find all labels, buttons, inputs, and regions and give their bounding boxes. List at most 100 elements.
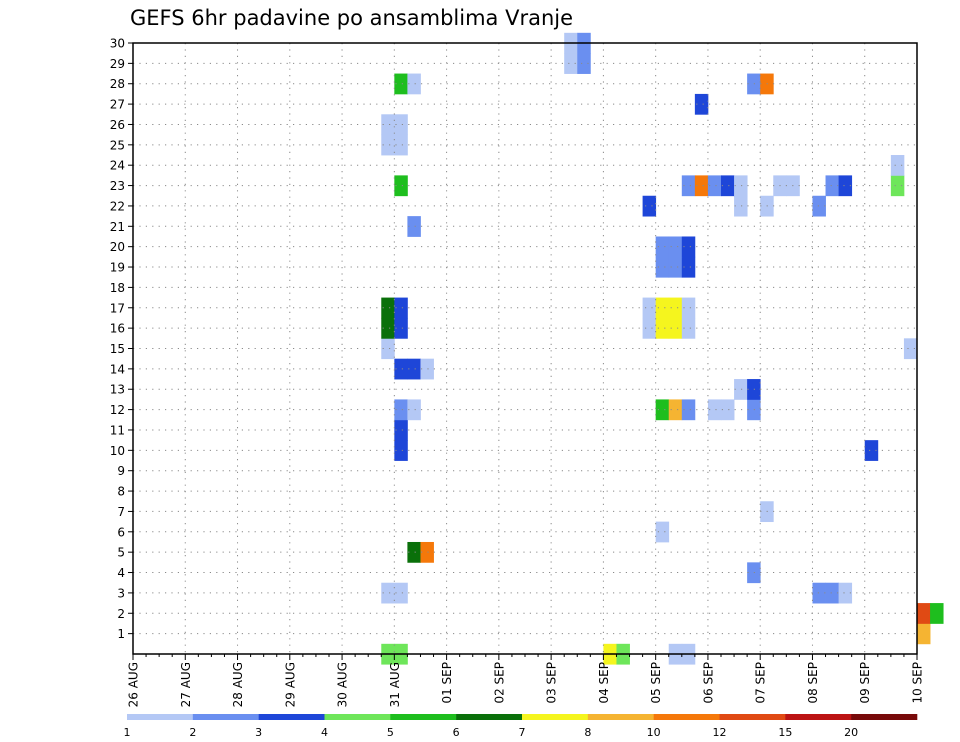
y-tick-label: 7: [117, 505, 125, 519]
colorbar-segment: [653, 714, 720, 720]
heatmap-cell: [812, 195, 826, 217]
heatmap-cell: [381, 582, 395, 604]
y-tick-label: 21: [110, 220, 125, 234]
heatmap-cell: [681, 175, 696, 197]
y-tick-label: 20: [110, 240, 125, 254]
x-tick-label: 01 SEP: [440, 662, 454, 704]
y-tick-label: 10: [110, 444, 125, 458]
heatmap-cell: [655, 256, 670, 278]
heatmap-cell: [707, 399, 722, 421]
colorbar-segment: [258, 714, 325, 720]
heatmap-cell: [407, 73, 421, 95]
heatmap-cell: [381, 338, 395, 360]
colorbar-segment: [587, 714, 654, 720]
y-tick-label: 16: [110, 322, 125, 336]
heatmap-cell: [890, 175, 905, 197]
heatmap-cell: [655, 317, 670, 339]
x-tick-label: 08 SEP: [806, 662, 820, 704]
heatmap-cell: [838, 582, 853, 604]
heatmap-cell: [668, 399, 683, 421]
heatmap-cell: [564, 53, 578, 74]
y-tick-label: 29: [110, 57, 125, 71]
heatmap-cell: [734, 175, 748, 197]
colorbar-segment: [719, 714, 786, 720]
x-tick-label: 03 SEP: [545, 662, 559, 704]
grid-lines: [132, 42, 918, 654]
heatmap-cell: [864, 440, 879, 461]
heatmap-cell: [903, 338, 918, 360]
y-tick-label: 25: [110, 138, 125, 152]
heatmap-cell: [825, 175, 839, 197]
heatmap-cell: [655, 236, 670, 258]
y-tick-label: 30: [110, 37, 125, 51]
heatmap-cell: [668, 297, 683, 319]
colorbar-level-label: 1: [124, 726, 131, 739]
heatmap-cell: [825, 582, 839, 604]
colorbar-level-label: 6: [453, 726, 460, 739]
colorbar-level-label: 3: [255, 726, 262, 739]
colorbar-segment: [192, 714, 259, 720]
x-tick-label: 02 SEP: [492, 662, 506, 704]
heatmap-cell: [694, 175, 709, 197]
colorbar-segment: [127, 714, 194, 720]
y-tick-label: 11: [110, 423, 125, 437]
heatmap-cell: [394, 399, 408, 421]
colorbar-level-label: 20: [844, 726, 858, 739]
colorbar-segment: [785, 714, 852, 720]
heatmap-cell: [381, 134, 395, 156]
y-axis: 1234567891011121314151617181920212223242…: [110, 37, 133, 641]
heatmap-cell: [420, 541, 434, 563]
x-tick-label: 06 SEP: [701, 662, 715, 704]
heatmap-cell: [407, 399, 421, 421]
heatmap-cell: [812, 582, 826, 604]
x-tick-label: 28 AUG: [231, 662, 245, 707]
heatmap-cell: [394, 317, 408, 339]
y-tick-label: 5: [117, 546, 125, 560]
heatmap-cell: [642, 317, 657, 339]
x-tick-label: 07 SEP: [754, 662, 768, 704]
y-tick-label: 4: [117, 566, 125, 580]
heatmap-cell: [407, 358, 421, 380]
x-tick-label: 10 SEP: [911, 662, 925, 704]
heatmap-cell: [381, 114, 395, 136]
heatmap-cell: [577, 53, 591, 74]
y-tick-label: 3: [117, 586, 125, 600]
heatmap-cell: [930, 603, 944, 624]
y-tick-label: 2: [117, 607, 125, 621]
heatmap-cell: [721, 175, 735, 197]
y-tick-label: 27: [110, 98, 125, 112]
colorbar-segment: [851, 714, 918, 720]
heatmap-cell: [734, 195, 748, 217]
heatmap-cell: [394, 175, 408, 197]
heatmap-cell: [681, 256, 696, 278]
x-tick-label: 05 SEP: [649, 662, 663, 704]
heatmap-cell: [642, 297, 657, 319]
heatmap-cell: [394, 440, 408, 461]
heatmap-cell: [668, 256, 683, 278]
heatmap-cell: [381, 317, 395, 339]
heatmap-cell: [394, 297, 408, 319]
heatmap-cell: [394, 358, 408, 380]
heatmap-cell: [838, 175, 853, 197]
heatmap-cell: [394, 134, 408, 156]
y-tick-label: 15: [110, 342, 125, 356]
heatmap-cell: [394, 73, 408, 95]
heatmap-cell: [407, 216, 421, 237]
heatmap-cell: [694, 93, 709, 115]
y-tick-label: 22: [110, 199, 125, 213]
x-tick-label: 29 AUG: [283, 662, 297, 707]
heatmap-cell: [394, 419, 408, 441]
heatmap-cell: [668, 317, 683, 339]
y-tick-label: 23: [110, 179, 125, 193]
y-tick-label: 26: [110, 118, 125, 132]
y-tick-label: 24: [110, 159, 125, 173]
colorbar-level-label: 12: [713, 726, 727, 739]
heatmap-cell: [681, 399, 696, 421]
y-tick-label: 19: [110, 261, 125, 275]
heatmap-cells: [381, 32, 944, 665]
heatmap-cell: [407, 541, 421, 563]
colorbar-segment: [324, 714, 391, 720]
colorbar-level-label: 7: [519, 726, 526, 739]
heatmap-cell: [734, 379, 748, 400]
x-tick-label: 27 AUG: [179, 662, 193, 707]
